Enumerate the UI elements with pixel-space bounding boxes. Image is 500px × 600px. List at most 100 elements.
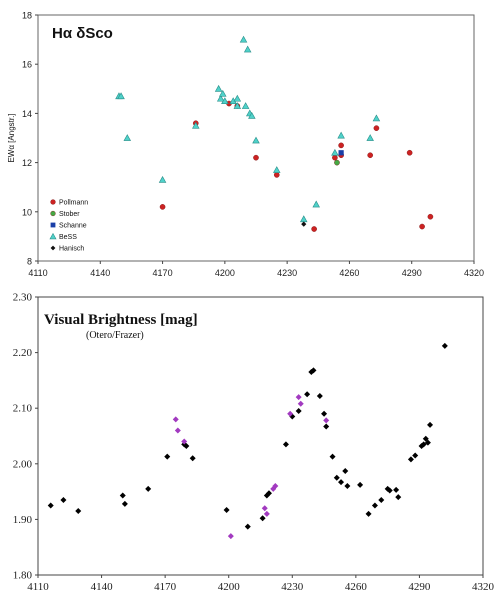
series-1-point — [297, 400, 304, 407]
brightness-panel: 1.80 1.90 2.00 2.10 2.20 2.30 4110 4140 4170 420… — [13, 292, 495, 594]
x-tick-label: 4260 — [345, 581, 368, 593]
legend-label-bess: BeSS — [59, 234, 77, 241]
x-tick-label: 4290 — [408, 581, 431, 593]
brightness-title: Visual Brightness [mag] — [44, 312, 198, 328]
bess-point — [192, 121, 200, 129]
pollmann-point — [338, 142, 344, 149]
series-0-point — [244, 523, 251, 530]
bess-point — [248, 111, 256, 119]
hanisch-point — [301, 221, 307, 227]
series-0-point — [282, 441, 289, 448]
legend-label-pollmann: Pollmann — [59, 200, 88, 207]
series-0-point — [378, 496, 385, 503]
legend-marker-pollmann — [50, 199, 56, 205]
x-tick-label: 4170 — [154, 581, 177, 593]
bess-point — [239, 35, 248, 43]
stober-point — [334, 159, 340, 166]
series-0-point — [121, 500, 128, 507]
series-0-point — [393, 486, 400, 493]
series-0-point — [189, 455, 196, 462]
x-tick-label: 4110 — [28, 268, 47, 278]
series-1-point — [227, 533, 234, 540]
schanne-point — [338, 150, 344, 156]
pollmann-point — [373, 125, 380, 131]
y-tick-label: 2.20 — [13, 347, 33, 359]
series-0-point — [386, 487, 393, 494]
legend-label-stober: Stober — [59, 211, 80, 218]
series-0-point — [441, 342, 448, 349]
series-0-point — [323, 423, 330, 430]
x-tick-label: 4110 — [27, 581, 49, 593]
bess-point — [233, 102, 242, 109]
bess-point — [233, 94, 242, 102]
y-tick-label: 16 — [22, 60, 32, 70]
series-0-point — [407, 456, 414, 463]
series-1-point — [295, 394, 302, 401]
x-tick-label: 4200 — [215, 268, 235, 278]
x-tick-label: 4290 — [402, 268, 422, 278]
bess-point — [337, 131, 345, 139]
pollmann-point — [367, 152, 373, 159]
series-0-point — [357, 481, 364, 488]
halpha-points — [115, 35, 434, 232]
bess-point — [214, 84, 223, 92]
bess-point — [243, 45, 252, 53]
series-0-point — [223, 506, 230, 513]
series-0-point — [75, 508, 82, 515]
bess-point — [241, 102, 250, 109]
y-tick-label: 12 — [22, 158, 32, 168]
series-1-point — [272, 483, 279, 490]
bess-point — [216, 94, 225, 102]
legend-marker-bess — [49, 232, 57, 240]
series-0-point — [164, 453, 171, 460]
x-tick-label: 4200 — [218, 581, 241, 593]
series-0-point — [424, 439, 431, 446]
legend-label-hanisch: Hanisch — [59, 246, 84, 253]
series-1-point — [261, 505, 268, 512]
series-0-point — [329, 453, 336, 460]
bess-point — [158, 175, 167, 183]
pollmann-point — [311, 226, 317, 232]
legend-marker-hanisch — [50, 245, 56, 251]
series-0-point — [60, 496, 67, 503]
y-tick-label: 18 — [22, 11, 32, 21]
brightness-y-ticks: 1.80 1.90 2.00 2.10 2.20 2.30 — [13, 292, 38, 582]
series-0-point — [427, 421, 434, 428]
series-0-point — [183, 443, 190, 450]
pollmann-point — [253, 154, 259, 161]
series-1-point — [181, 438, 188, 445]
halpha-title: Hα δSco — [52, 25, 113, 42]
bess-point — [366, 134, 374, 141]
series-0-point — [119, 492, 126, 499]
series-0-point — [342, 468, 349, 475]
x-tick-label: 4230 — [277, 268, 297, 278]
bess-point — [331, 148, 339, 156]
x-tick-label: 4140 — [91, 581, 114, 593]
pollmann-point — [332, 154, 338, 161]
series-0-point — [395, 494, 402, 501]
halpha-y-ticks: 8 10 12 14 16 18 — [22, 11, 38, 267]
bess-point — [221, 97, 229, 104]
series-1-point — [287, 410, 294, 417]
legend-label-schanne: Schanne — [59, 223, 87, 230]
bess-point — [273, 166, 281, 173]
x-tick-label: 4230 — [281, 581, 304, 593]
series-0-point — [371, 502, 378, 509]
series-1-point — [174, 427, 181, 434]
series-0-point — [422, 435, 429, 442]
series-0-point — [259, 515, 266, 522]
bess-point — [252, 136, 260, 144]
brightness-plot-area — [37, 296, 484, 576]
y-tick-label: 1.80 — [13, 570, 33, 582]
y-tick-label: 2.10 — [13, 403, 33, 415]
series-0-point — [344, 483, 351, 490]
x-tick-label: 4320 — [472, 581, 495, 593]
y-tick-label: 10 — [22, 207, 32, 217]
pollmann-point — [427, 213, 434, 220]
series-0-point — [145, 485, 152, 492]
halpha-panel: 8 10 12 14 16 18 4110 4140 4170 4200 4230 4260 4290… — [7, 11, 484, 279]
series-0-point — [316, 392, 323, 399]
series-0-point — [47, 502, 54, 509]
pollmann-point — [406, 149, 413, 156]
